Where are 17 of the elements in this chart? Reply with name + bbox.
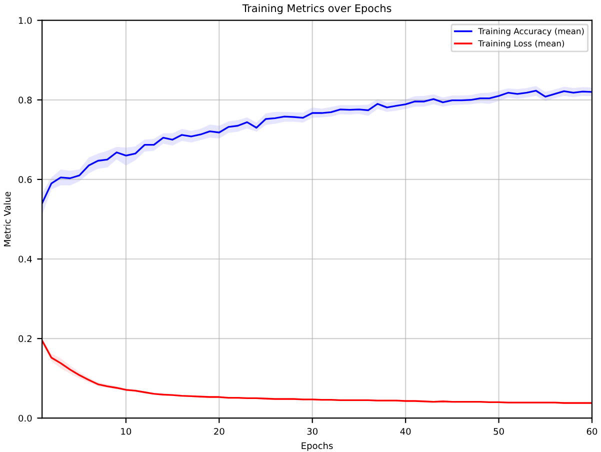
y-tick-label: 0.0 xyxy=(18,414,32,422)
y-tick-label: 1.0 xyxy=(18,17,32,24)
y-tick-label: 0.4 xyxy=(18,256,32,263)
y-tick-label: 0.6 xyxy=(18,176,32,183)
legend-label: Training Accuracy (mean) xyxy=(478,28,584,36)
chart-title: Training Metrics over Epochs xyxy=(242,4,392,14)
y-tick-label: 0.8 xyxy=(18,96,32,104)
legend-label: Training Loss (mean) xyxy=(478,40,564,48)
x-tick-label: 30 xyxy=(307,428,318,435)
x-axis-title: Epochs xyxy=(302,442,333,451)
x-tick-label: 10 xyxy=(121,428,132,435)
x-tick-label: 50 xyxy=(494,428,504,435)
x-tick-label: 60 xyxy=(586,428,598,435)
x-tick-label: 40 xyxy=(400,428,411,435)
y-tick-label: 0.2 xyxy=(18,335,32,342)
y-axis-title: Metric Value xyxy=(4,192,11,246)
x-tick-label: 20 xyxy=(214,428,224,435)
